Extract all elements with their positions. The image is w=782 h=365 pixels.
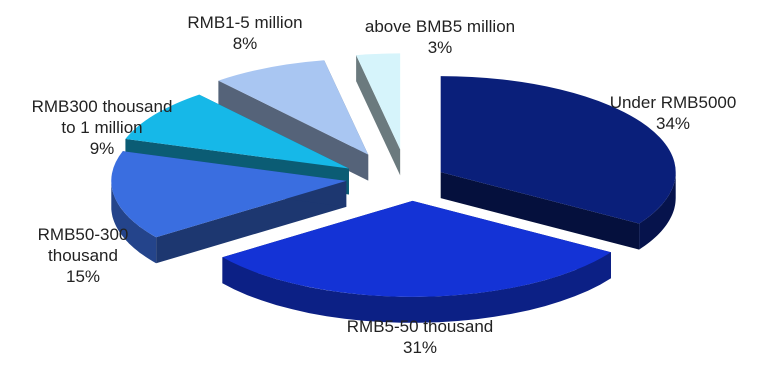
pie-slice-top	[356, 53, 401, 150]
slice-label-text: above BMB5 million	[364, 17, 516, 36]
pie-slice-5	[218, 60, 369, 181]
slice-label-text: RMB5-50 thousand	[346, 317, 494, 336]
slice-percent: 9%	[89, 139, 115, 158]
slice-percent: 15%	[65, 267, 101, 286]
slice-label-text: Under RMB5000	[609, 93, 737, 112]
slice-percent: 8%	[232, 34, 258, 53]
pie-slice-1	[440, 76, 676, 250]
slice-label: Under RMB5000 34%	[588, 92, 758, 134]
slice-label-text: RMB300 thousand	[31, 97, 173, 116]
slice-percent: 3%	[427, 38, 453, 57]
slice-label-text: RMB50-300	[37, 225, 129, 244]
pie-slice-top	[440, 76, 676, 224]
pie-slice-6	[356, 53, 401, 176]
pie-slice-top	[218, 60, 369, 155]
pie-slice-side	[111, 180, 157, 264]
slice-label-text: to 1 million	[61, 118, 143, 137]
slice-percent: 31%	[402, 338, 438, 357]
slice-percent: 34%	[655, 114, 691, 133]
pie-slice-side	[222, 252, 611, 323]
pie-slice-3	[111, 151, 347, 264]
pie-slice-edge	[218, 80, 369, 181]
pie-slice-side	[639, 172, 676, 250]
slice-label: RMB5-50 thousand 31%	[300, 316, 540, 358]
pie-slice-edge	[440, 172, 640, 250]
slice-label: RMB1-5 million 8%	[160, 12, 330, 54]
pie-slice-edge	[356, 55, 401, 176]
pie-slice-top	[222, 200, 611, 297]
pie-slice-2	[222, 200, 611, 323]
slice-label-text: RMB1-5 million	[187, 13, 303, 32]
pie-slice-top	[111, 151, 347, 238]
slice-label: RMB300 thousand to 1 million 9%	[2, 96, 202, 159]
slice-label: above BMB5 million 3%	[330, 16, 550, 58]
slice-label: RMB50-300 thousand 15%	[8, 224, 158, 287]
pie-slice-edge	[156, 180, 347, 264]
slice-label-text: thousand	[48, 246, 118, 265]
pie-slice-top	[125, 94, 349, 169]
